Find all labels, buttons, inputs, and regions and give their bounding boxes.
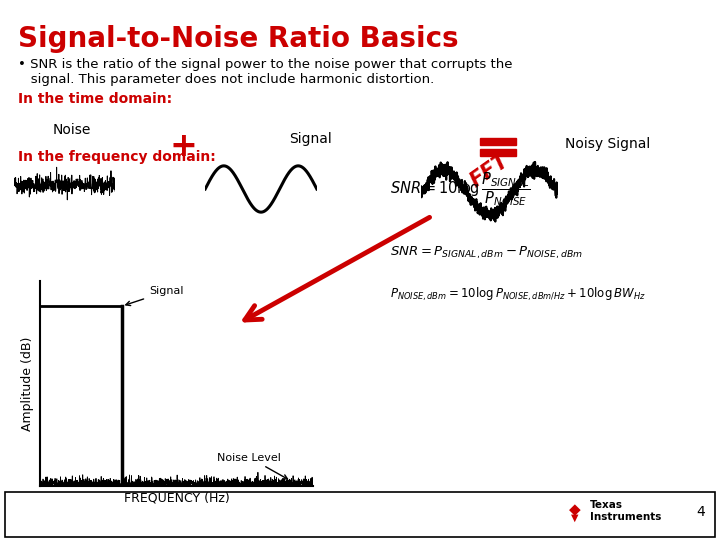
Text: Signal-to-Noise Ratio Basics: Signal-to-Noise Ratio Basics (18, 25, 459, 53)
Bar (480, 138, 516, 145)
Text: ▼: ▼ (571, 513, 579, 523)
Bar (480, 149, 516, 156)
Text: • SNR is the ratio of the signal power to the noise power that corrupts the: • SNR is the ratio of the signal power t… (18, 58, 513, 71)
Text: ◆: ◆ (569, 502, 581, 517)
Text: 4: 4 (696, 505, 705, 519)
Text: Signal: Signal (289, 132, 331, 146)
Y-axis label: Amplitude (dB): Amplitude (dB) (21, 336, 34, 430)
Text: $SNR = P_{SIGNAL,dBm} - P_{NOISE,dBm}$: $SNR = P_{SIGNAL,dBm} - P_{NOISE,dBm}$ (390, 245, 582, 261)
Text: Noise Level: Noise Level (217, 453, 287, 479)
Text: In the frequency domain:: In the frequency domain: (18, 150, 216, 164)
Text: In the time domain:: In the time domain: (18, 92, 172, 106)
Text: $P_{NOISE,dBm} = 10\log P_{NOISE,dBm/Hz} + 10\log BW_{Hz}$: $P_{NOISE,dBm} = 10\log P_{NOISE,dBm/Hz}… (390, 285, 646, 302)
Text: Noisy Signal: Noisy Signal (565, 137, 651, 151)
Text: Noise: Noise (53, 123, 91, 137)
Bar (5, 492, 715, 537)
Text: signal. This parameter does not include harmonic distortion.: signal. This parameter does not include … (18, 73, 434, 86)
Text: Texas
Instruments: Texas Instruments (590, 500, 662, 522)
X-axis label: FREQUENCY (Hz): FREQUENCY (Hz) (124, 491, 229, 504)
Text: +: + (169, 131, 197, 164)
Text: $SNR = 10\log\dfrac{P_{SIGNAL}}{P_{NOISE}}$: $SNR = 10\log\dfrac{P_{SIGNAL}}{P_{NOISE… (390, 170, 531, 208)
Text: FFT: FFT (467, 150, 513, 191)
Text: Signal: Signal (126, 287, 184, 306)
